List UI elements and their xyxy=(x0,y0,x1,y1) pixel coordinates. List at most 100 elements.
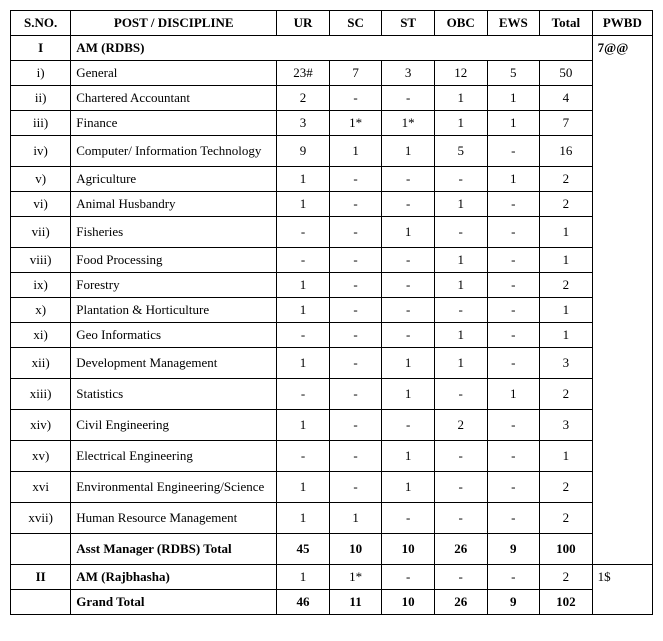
header-ur: UR xyxy=(277,11,330,36)
row-total: 3 xyxy=(540,348,593,379)
row-sc: - xyxy=(329,86,382,111)
table-row: iii)Finance31*1*117 xyxy=(11,111,653,136)
row-total: 4 xyxy=(540,86,593,111)
row-post: Animal Husbandry xyxy=(71,192,277,217)
row-ews: - xyxy=(487,273,540,298)
row-sno: vii) xyxy=(11,217,71,248)
row-post: Electrical Engineering xyxy=(71,441,277,472)
row-sc: - xyxy=(329,298,382,323)
row-obc: 5 xyxy=(434,136,487,167)
row-total: 2 xyxy=(540,503,593,534)
section-2-sno: II xyxy=(11,565,71,590)
row-obc: - xyxy=(434,472,487,503)
row-post: Plantation & Horticulture xyxy=(71,298,277,323)
row-st: - xyxy=(382,323,435,348)
table-row: v)Agriculture1---12 xyxy=(11,167,653,192)
row-st: 1 xyxy=(382,217,435,248)
row-st: - xyxy=(382,86,435,111)
row-ews: - xyxy=(487,248,540,273)
row-sc: - xyxy=(329,192,382,217)
row-sno: x) xyxy=(11,298,71,323)
row-sno: i) xyxy=(11,61,71,86)
section-2-title: AM (Rajbhasha) xyxy=(71,565,277,590)
row-sno: xiv) xyxy=(11,410,71,441)
row-sc: - xyxy=(329,167,382,192)
header-post: POST / DISCIPLINE xyxy=(71,11,277,36)
section-2-st: - xyxy=(382,565,435,590)
row-ews: - xyxy=(487,503,540,534)
vacancy-table: S.NO. POST / DISCIPLINE UR SC ST OBC EWS… xyxy=(10,10,653,615)
row-sno: viii) xyxy=(11,248,71,273)
row-sc: - xyxy=(329,217,382,248)
row-sno: xiii) xyxy=(11,379,71,410)
row-obc: - xyxy=(434,217,487,248)
table-row: vii)Fisheries--1--1 xyxy=(11,217,653,248)
row-ews: - xyxy=(487,136,540,167)
row-sc: - xyxy=(329,441,382,472)
grand-obc: 26 xyxy=(434,590,487,615)
row-total: 2 xyxy=(540,379,593,410)
section-2-obc: - xyxy=(434,565,487,590)
row-ews: 1 xyxy=(487,379,540,410)
row-ur: 23# xyxy=(277,61,330,86)
table-header-row: S.NO. POST / DISCIPLINE UR SC ST OBC EWS… xyxy=(11,11,653,36)
section-1-title: AM (RDBS) xyxy=(71,36,592,61)
row-total: 1 xyxy=(540,298,593,323)
header-sc: SC xyxy=(329,11,382,36)
row-ews: 1 xyxy=(487,111,540,136)
header-st: ST xyxy=(382,11,435,36)
row-obc: 1 xyxy=(434,192,487,217)
row-sno: vi) xyxy=(11,192,71,217)
row-sno: v) xyxy=(11,167,71,192)
row-obc: - xyxy=(434,503,487,534)
row-st: - xyxy=(382,273,435,298)
row-total: 2 xyxy=(540,192,593,217)
table-row: iv)Computer/ Information Technology9115-… xyxy=(11,136,653,167)
row-st: - xyxy=(382,410,435,441)
subtotal-st: 10 xyxy=(382,534,435,565)
subtotal-row: Asst Manager (RDBS) Total451010269100 xyxy=(11,534,653,565)
header-ews: EWS xyxy=(487,11,540,36)
row-ews: - xyxy=(487,192,540,217)
row-ews: 1 xyxy=(487,86,540,111)
row-st: - xyxy=(382,192,435,217)
row-st: 1 xyxy=(382,136,435,167)
row-post: Chartered Accountant xyxy=(71,86,277,111)
row-sc: - xyxy=(329,248,382,273)
row-post: Human Resource Management xyxy=(71,503,277,534)
section-1-sno: I xyxy=(11,36,71,61)
row-ews: - xyxy=(487,410,540,441)
header-pwbd: PWBD xyxy=(592,11,652,36)
row-ur: - xyxy=(277,323,330,348)
row-obc: 1 xyxy=(434,323,487,348)
subtotal-ews: 9 xyxy=(487,534,540,565)
row-total: 7 xyxy=(540,111,593,136)
section-1-row: IAM (RDBS)7@@ xyxy=(11,36,653,61)
table-row: ix)Forestry1--1-2 xyxy=(11,273,653,298)
row-sc: 1 xyxy=(329,136,382,167)
table-row: x)Plantation & Horticulture1----1 xyxy=(11,298,653,323)
row-post: Geo Informatics xyxy=(71,323,277,348)
section-1-pwbd: 7@@ xyxy=(592,36,652,565)
row-total: 16 xyxy=(540,136,593,167)
row-total: 2 xyxy=(540,273,593,298)
row-ur: 1 xyxy=(277,298,330,323)
row-sno: xv) xyxy=(11,441,71,472)
row-obc: 1 xyxy=(434,248,487,273)
row-post: Food Processing xyxy=(71,248,277,273)
table-row: xii)Development Management1-11-3 xyxy=(11,348,653,379)
row-ur: - xyxy=(277,379,330,410)
table-row: ii)Chartered Accountant2--114 xyxy=(11,86,653,111)
row-total: 1 xyxy=(540,217,593,248)
row-total: 1 xyxy=(540,323,593,348)
row-obc: - xyxy=(434,379,487,410)
row-ews: - xyxy=(487,217,540,248)
table-row: xv)Electrical Engineering--1--1 xyxy=(11,441,653,472)
row-post: Forestry xyxy=(71,273,277,298)
row-obc: - xyxy=(434,298,487,323)
grand-ur: 46 xyxy=(277,590,330,615)
row-st: 3 xyxy=(382,61,435,86)
row-sno: ix) xyxy=(11,273,71,298)
table-row: xi)Geo Informatics---1-1 xyxy=(11,323,653,348)
row-sc: 1 xyxy=(329,503,382,534)
